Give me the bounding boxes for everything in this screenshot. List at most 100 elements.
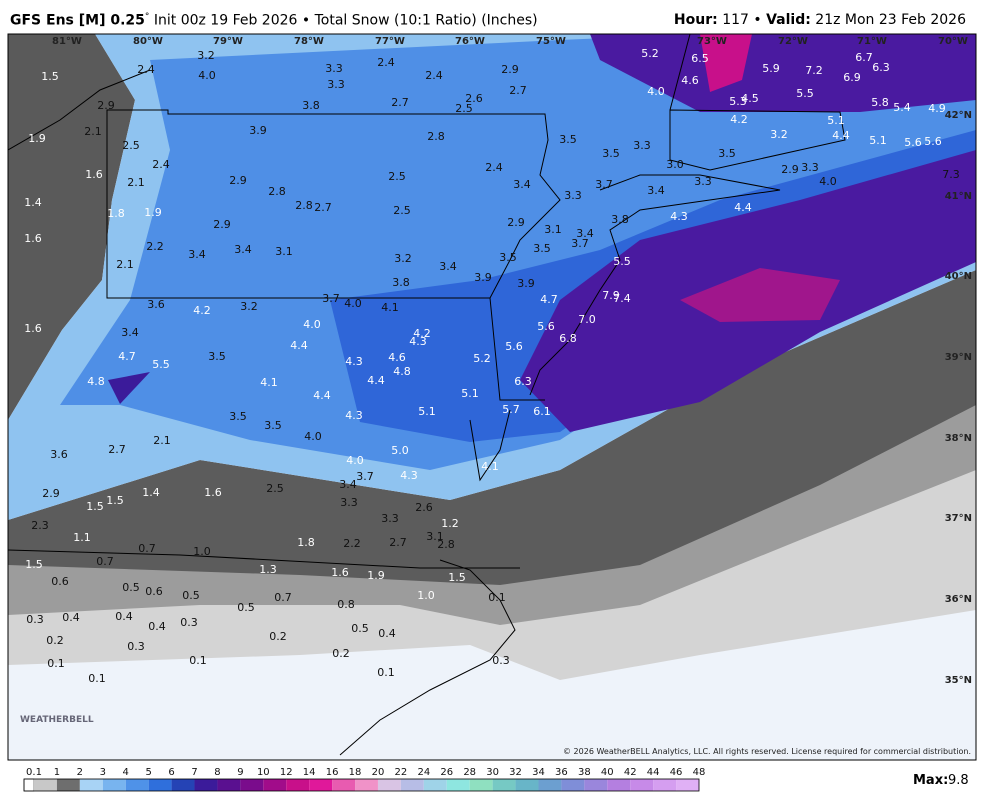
longitude-label: 70°W [938, 36, 968, 47]
latitude-label: 39°N [945, 352, 972, 363]
separator: • [753, 12, 762, 28]
legend-tick-label: 14 [303, 767, 316, 778]
snow-value: 0.8 [337, 598, 355, 611]
snow-value: 3.5 [229, 410, 247, 423]
snow-value: 1.9 [367, 569, 385, 582]
snow-value: 2.5 [122, 139, 140, 152]
snow-value: 0.5 [351, 622, 369, 635]
snow-value: 2.8 [268, 185, 286, 198]
snow-value: 1.6 [85, 168, 103, 181]
snow-value: 2.9 [229, 174, 247, 187]
legend-tick-label: 6 [168, 767, 174, 778]
snow-value: 3.3 [325, 62, 343, 75]
snow-value: 6.1 [533, 405, 551, 418]
snow-value: 3.1 [544, 223, 562, 236]
longitude-label: 73°W [697, 36, 727, 47]
snow-value: 2.5 [455, 102, 473, 115]
legend-tick-label: 12 [280, 767, 293, 778]
snow-value: 6.3 [514, 375, 532, 388]
legend-tick-label: 44 [647, 767, 660, 778]
colorbar-segment [446, 779, 470, 791]
snow-value: 3.8 [302, 99, 320, 112]
longitude-label: 75°W [536, 36, 566, 47]
snow-value: 2.7 [389, 536, 407, 549]
legend-tick-label: 8 [214, 767, 220, 778]
longitude-label: 77°W [375, 36, 405, 47]
colorbar-segment [676, 779, 699, 791]
snow-value: 2.9 [213, 218, 231, 231]
max-value: 9.8 [948, 773, 969, 788]
snow-value: 4.1 [260, 376, 278, 389]
snow-value: 5.5 [613, 255, 631, 268]
snow-value: 3.4 [513, 178, 531, 191]
snow-value: 0.7 [96, 555, 114, 568]
snow-value: 2.7 [391, 96, 409, 109]
snow-value: 2.9 [507, 216, 525, 229]
snow-value: 1.4 [24, 196, 42, 209]
snow-value: 0.6 [51, 575, 69, 588]
latitude-label: 40°N [945, 271, 972, 282]
hour-label: Hour: [673, 12, 718, 28]
snow-value: 3.8 [392, 276, 410, 289]
snow-value: 5.3 [729, 95, 747, 108]
snow-value: 2.3 [31, 519, 49, 532]
legend-tick-label: 26 [440, 767, 453, 778]
snow-value: 1.8 [107, 207, 125, 220]
snow-value: 4.6 [681, 74, 699, 87]
colorbar-segment [377, 779, 401, 791]
snow-value: 3.4 [439, 260, 457, 273]
snow-value: 3.5 [208, 350, 226, 363]
colorbar-segment [653, 779, 677, 791]
snow-value: 2.5 [266, 482, 284, 495]
snow-value: 1.4 [142, 486, 160, 499]
legend-tick-label: 36 [555, 767, 568, 778]
snow-value: 0.3 [26, 613, 44, 626]
snow-value: 4.4 [734, 201, 752, 214]
snow-value: 2.1 [127, 176, 145, 189]
legend-tick-label: 38 [578, 767, 591, 778]
snow-value: 4.5 [741, 92, 759, 105]
snow-value: 3.9 [517, 277, 535, 290]
colorbar-segment [538, 779, 562, 791]
snow-value: 0.4 [378, 627, 396, 640]
snow-value: 2.7 [509, 84, 527, 97]
legend-tick-label: 48 [693, 767, 706, 778]
header-right: Hour: 117 • Valid: 21z Mon 23 Feb 2026 [674, 12, 966, 28]
snow-value: 3.7 [595, 178, 613, 191]
snow-value: 2.9 [42, 487, 60, 500]
snow-field [8, 34, 976, 760]
latitude-label: 37°N [945, 513, 972, 524]
legend-tick-label: 40 [601, 767, 614, 778]
snow-value: 4.2 [413, 327, 431, 340]
snow-value: 5.6 [924, 135, 942, 148]
snow-value: 3.3 [801, 161, 819, 174]
colorbar-segment [332, 779, 356, 791]
colorbar-segment [469, 779, 493, 791]
separator: • [301, 12, 311, 29]
snow-value: 2.5 [388, 170, 406, 183]
snow-value: 4.6 [388, 351, 406, 364]
snow-value: 2.1 [153, 434, 171, 447]
snow-value: 3.6 [147, 298, 165, 311]
latitude-label: 42°N [945, 110, 972, 121]
snow-value: 2.7 [314, 201, 332, 214]
colorbar-segment [423, 779, 447, 791]
snow-value: 2.4 [425, 69, 443, 82]
snow-value: 3.6 [50, 448, 68, 461]
legend-tick-label: 3 [100, 767, 106, 778]
colorbar-segment [492, 779, 516, 791]
colorbar-segment [309, 779, 333, 791]
snow-value: 5.9 [762, 62, 780, 75]
colorbar-frame [23, 778, 700, 792]
snow-value: 3.9 [474, 271, 492, 284]
init: Init 00z 19 Feb 2026 [153, 12, 298, 29]
snow-value: 1.6 [204, 486, 222, 499]
legend-tick-label: 30 [486, 767, 499, 778]
colorbar-segment [171, 779, 195, 791]
snow-value: 3.3 [633, 139, 651, 152]
snow-value: 0.3 [492, 654, 510, 667]
snow-value: 1.6 [331, 566, 349, 579]
snow-value: 0.1 [88, 672, 106, 685]
snow-value: 0.5 [122, 581, 140, 594]
